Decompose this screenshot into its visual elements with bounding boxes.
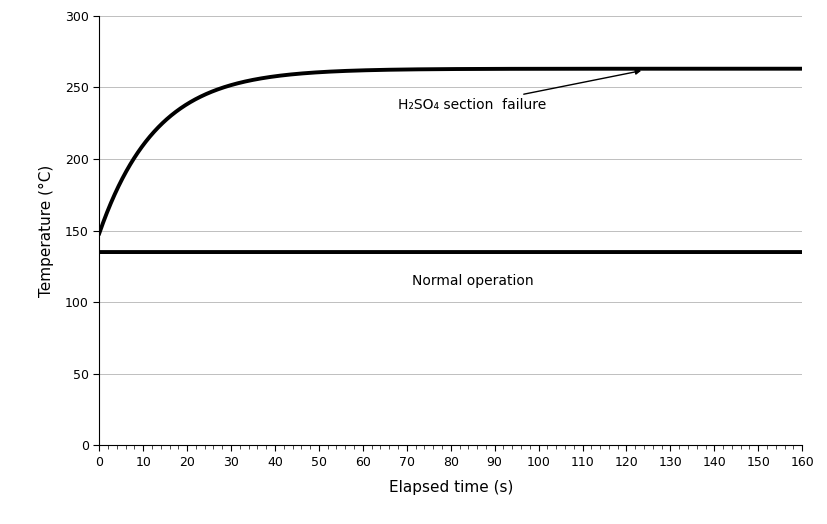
Text: Normal operation: Normal operation [412, 274, 533, 288]
Text: H₂SO₄ section  failure: H₂SO₄ section failure [398, 70, 640, 112]
Y-axis label: Temperature (°C): Temperature (°C) [39, 165, 54, 297]
X-axis label: Elapsed time (s): Elapsed time (s) [389, 480, 513, 495]
